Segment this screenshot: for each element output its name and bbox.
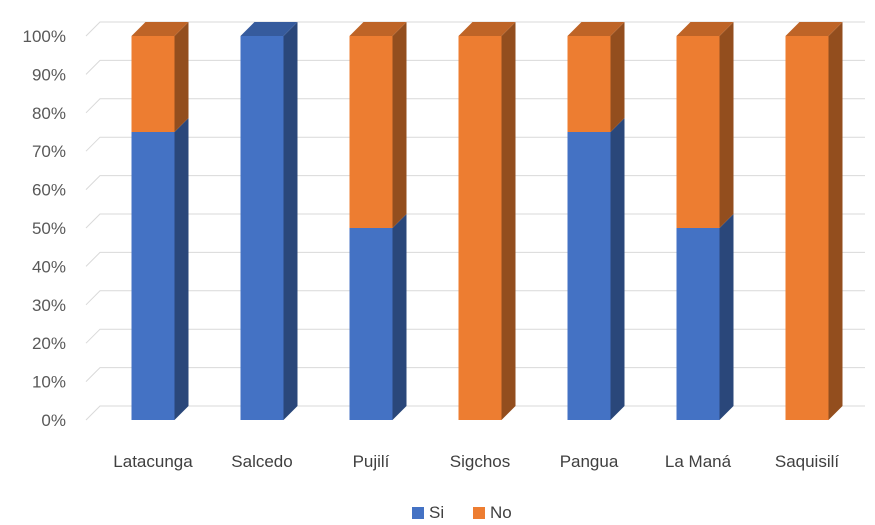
legend-entry: No (490, 503, 512, 522)
x-tick-label: La Maná (665, 452, 732, 471)
bar-no-0 (131, 22, 189, 132)
legend-swatch (412, 507, 424, 519)
legend: Si No (412, 503, 512, 522)
bar-top-face (240, 22, 298, 36)
x-axis: Latacunga Salcedo Pujilí Sigchos Pangua La Ma… (113, 452, 839, 471)
bar-top-face (676, 22, 734, 36)
legend-entry: Si (429, 503, 444, 522)
x-tick-label: Pujilí (353, 452, 390, 471)
y-tick-label: 20% (32, 334, 66, 353)
bar-si-0 (131, 118, 189, 420)
y-tick-label: 90% (32, 65, 66, 84)
bar-top-face (349, 22, 407, 36)
x-tick-label: Saquisilí (775, 452, 840, 471)
y-tick-label: 100% (23, 27, 66, 46)
y-tick-label: 10% (32, 373, 66, 392)
y-tick-label: 60% (32, 181, 66, 200)
x-tick-label: Sigchos (450, 452, 510, 471)
y-tick-label: 70% (32, 142, 66, 161)
x-tick-label: Pangua (560, 452, 619, 471)
bar-top-face (458, 22, 516, 36)
bar-no-3 (458, 22, 516, 420)
bar-si-5 (676, 214, 734, 420)
y-tick-label: 40% (32, 257, 66, 276)
bar-no-5 (676, 22, 734, 228)
y-axis: 0% 10% 20% 30% 40% 50% 60% 70% 80% 90% 100% (23, 27, 66, 430)
bar-top-face (785, 22, 843, 36)
bar-si-4 (567, 118, 625, 420)
x-tick-label: Latacunga (113, 452, 193, 471)
y-tick-label: 30% (32, 296, 66, 315)
x-tick-label: Salcedo (231, 452, 292, 471)
bar-si-2 (349, 214, 407, 420)
y-tick-label: 0% (41, 411, 66, 430)
y-tick-label: 80% (32, 104, 66, 123)
bar-no-4 (567, 22, 625, 132)
bars (131, 22, 843, 420)
bar-si-1 (240, 22, 298, 420)
bar-top-face (567, 22, 625, 36)
y-tick-label: 50% (32, 219, 66, 238)
bar-no-2 (349, 22, 407, 228)
bar-no-6 (785, 22, 843, 420)
bar-top-face (131, 22, 189, 36)
legend-swatch (473, 507, 485, 519)
